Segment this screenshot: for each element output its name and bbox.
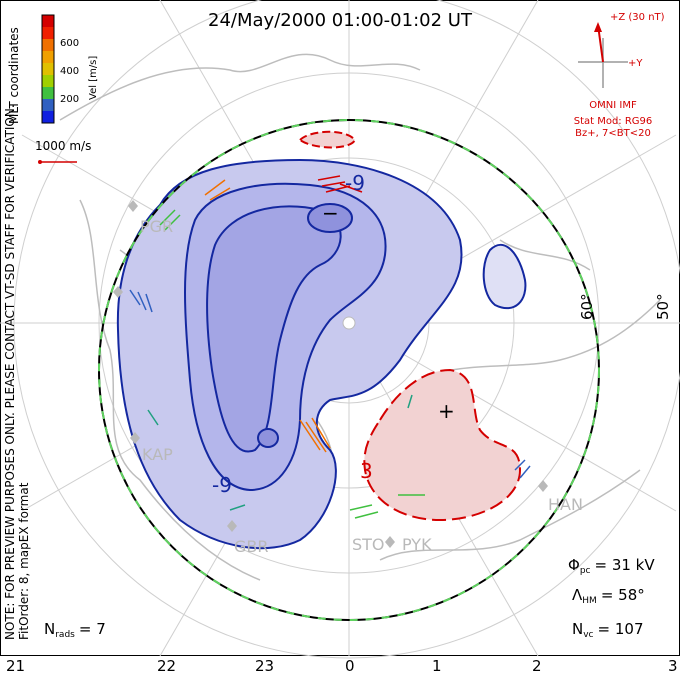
- colorbar-tick-600: 600: [60, 38, 79, 49]
- reference-vector-label: 1000 m/s: [35, 139, 91, 153]
- potential-max-marker: +: [438, 399, 455, 423]
- radar-label-sto: STO: [352, 535, 385, 554]
- latitude-label-60: 60°: [578, 293, 596, 320]
- contour-label-pos: 3: [360, 459, 373, 483]
- positive-cell: [363, 368, 522, 522]
- imf-model-line1: Stat Mod: RG96: [574, 116, 653, 127]
- negative-core: [307, 203, 353, 233]
- velocity-vectors: [129, 175, 531, 519]
- mlt-label-23: 23: [255, 657, 274, 674]
- stat-lambda-hm: ΛHM = 58°: [572, 586, 645, 606]
- radar-label-gbr: GBR: [234, 537, 269, 556]
- svg-text:ΛHM= 58°: ΛHM = 58°: [572, 586, 645, 606]
- colorbar-tick-200: 200: [60, 94, 79, 105]
- svg-text:Φpc= 31 kV: Φpc = 31 kV: [568, 556, 655, 576]
- contour-label-neg-bottom: -9: [212, 473, 232, 497]
- stat-n-rads: Nrads = 7: [44, 620, 106, 640]
- mlt-label-3: 3: [668, 657, 678, 674]
- radar-markers: [113, 200, 548, 548]
- radar-label-han: HAN: [548, 495, 583, 514]
- map-title: 24/May/2000 01:00-01:02 UT: [208, 10, 473, 31]
- radar-label-pyk: PYK: [402, 535, 432, 554]
- preview-note: NOTE: FOR PREVIEW PURPOSES ONLY. PLEASE …: [3, 104, 17, 640]
- positive-cell-small: [298, 130, 357, 149]
- fit-order-note: FitOrder: 8, mapEX format: [17, 482, 31, 640]
- stat-phi-pc: Φpc = 31 kV: [568, 556, 655, 576]
- mlt-label-21: 21: [6, 657, 25, 674]
- potential-min-marker: −: [322, 201, 339, 225]
- velocity-colorbar: [41, 14, 55, 124]
- colorbar-tick-400: 400: [60, 66, 79, 77]
- heppner-maynard-boundary-dash: [98, 119, 600, 621]
- mlt-label-2: 2: [532, 657, 542, 674]
- svg-text:Nvc= 107: Nvc = 107: [572, 620, 643, 640]
- imf-dial: [578, 22, 628, 88]
- imf-z-label: +Z (30 nT): [610, 12, 665, 23]
- radar-label-kap: KAP: [142, 445, 173, 464]
- imf-model-line2: Bz+, 7<BT<20: [575, 128, 651, 139]
- reference-vector-dot: [38, 160, 42, 164]
- pole-marker: [342, 316, 356, 330]
- negative-cell-dusk: [482, 243, 527, 310]
- contour-label-neg-top: -9: [345, 171, 365, 195]
- radar-label-pgr: PGR: [140, 217, 173, 236]
- svg-text:Nrads= 7: Nrads = 7: [44, 620, 106, 640]
- imf-y-label: +Y: [628, 58, 643, 69]
- colorbar-label: Vel [m/s]: [88, 56, 99, 100]
- imf-source-label: OMNI IMF: [589, 100, 637, 111]
- negative-core-small: [257, 428, 279, 448]
- coordinate-system-label: MLT coordinates: [7, 27, 21, 124]
- latitude-label-50: 50°: [654, 293, 672, 320]
- stat-n-vc: Nvc = 107: [572, 620, 643, 640]
- mlt-label-0: 0: [345, 657, 355, 674]
- mlt-label-1: 1: [432, 657, 442, 674]
- mlt-label-22: 22: [157, 657, 176, 674]
